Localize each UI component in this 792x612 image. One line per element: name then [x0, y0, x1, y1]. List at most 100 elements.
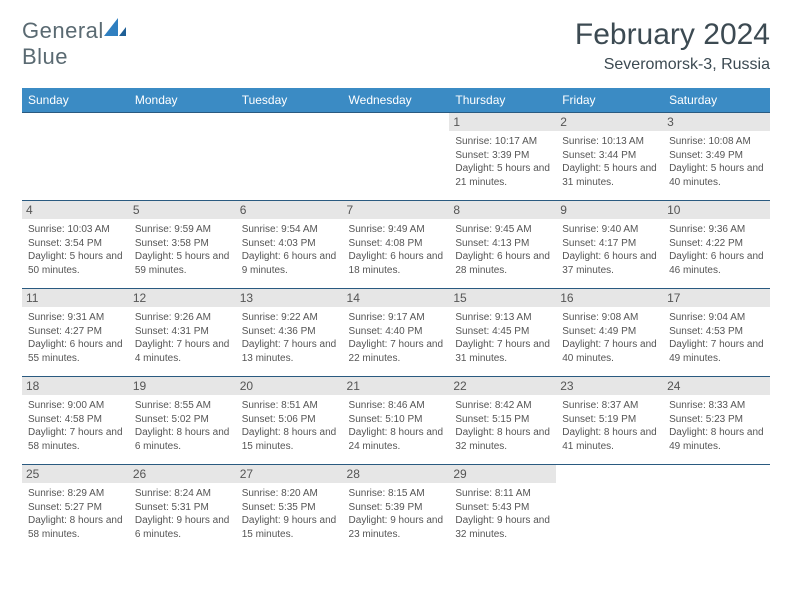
- day-details: Sunrise: 9:00 AMSunset: 4:58 PMDaylight:…: [28, 399, 123, 453]
- day-number: 23: [556, 377, 663, 395]
- calendar-cell: 20 Sunrise: 8:51 AMSunset: 5:06 PMDayligh…: [236, 377, 343, 465]
- logo-text: GeneralBlue: [22, 18, 126, 70]
- day-number: 17: [663, 289, 770, 307]
- calendar-weekday-header: SundayMondayTuesdayWednesdayThursdayFrid…: [22, 88, 770, 113]
- day-details: Sunrise: 8:55 AMSunset: 5:02 PMDaylight:…: [135, 399, 230, 453]
- weekday-header: Thursday: [449, 88, 556, 113]
- day-number: 20: [236, 377, 343, 395]
- day-details: Sunrise: 9:49 AMSunset: 4:08 PMDaylight:…: [349, 223, 444, 277]
- day-details: Sunrise: 9:22 AMSunset: 4:36 PMDaylight:…: [242, 311, 337, 365]
- page-header: GeneralBlue February 2024 Severomorsk-3,…: [22, 18, 770, 74]
- day-details: Sunrise: 8:29 AMSunset: 5:27 PMDaylight:…: [28, 487, 123, 541]
- day-number: 24: [663, 377, 770, 395]
- weekday-header: Monday: [129, 88, 236, 113]
- day-details: Sunrise: 10:08 AMSunset: 3:49 PMDaylight…: [669, 135, 764, 189]
- calendar-cell: 23 Sunrise: 8:37 AMSunset: 5:19 PMDayligh…: [556, 377, 663, 465]
- calendar-cell: 10Sunrise: 9:36 AMSunset: 4:22 PMDayligh…: [663, 201, 770, 289]
- day-details: Sunrise: 8:11 AMSunset: 5:43 PMDaylight:…: [455, 487, 550, 541]
- day-details: Sunrise: 8:15 AMSunset: 5:39 PMDaylight:…: [349, 487, 444, 541]
- calendar-cell: 26Sunrise: 8:24 AMSunset: 5:31 PMDayligh…: [129, 465, 236, 553]
- calendar-cell: 8 Sunrise: 9:45 AMSunset: 4:13 PMDaylight…: [449, 201, 556, 289]
- calendar-page: GeneralBlue February 2024 Severomorsk-3,…: [0, 0, 792, 571]
- title-block: February 2024 Severomorsk-3, Russia: [575, 18, 770, 74]
- day-details: Sunrise: 8:42 AMSunset: 5:15 PMDaylight:…: [455, 399, 550, 453]
- day-number: 18: [22, 377, 129, 395]
- day-details: Sunrise: 9:08 AMSunset: 4:49 PMDaylight:…: [562, 311, 657, 365]
- day-number: 5: [129, 201, 236, 219]
- calendar-cell: [343, 113, 450, 201]
- day-number: 2: [556, 113, 663, 131]
- logo-word2: Blue: [22, 44, 68, 69]
- calendar-cell: 24 Sunrise: 8:33 AMSunset: 5:23 PMDayligh…: [663, 377, 770, 465]
- day-details: Sunrise: 9:26 AMSunset: 4:31 PMDaylight:…: [135, 311, 230, 365]
- calendar-cell: 13 Sunrise: 9:22 AMSunset: 4:36 PMDayligh…: [236, 289, 343, 377]
- day-number: 19: [129, 377, 236, 395]
- calendar-cell: 29Sunrise: 8:11 AMSunset: 5:43 PMDayligh…: [449, 465, 556, 553]
- calendar-cell: 14 Sunrise: 9:17 AMSunset: 4:40 PMDayligh…: [343, 289, 450, 377]
- calendar-cell: 27 Sunrise: 8:20 AMSunset: 5:35 PMDayligh…: [236, 465, 343, 553]
- calendar-cell: 28 Sunrise: 8:15 AMSunset: 5:39 PMDayligh…: [343, 465, 450, 553]
- day-number: 4: [22, 201, 129, 219]
- month-title: February 2024: [575, 18, 770, 52]
- day-details: Sunrise: 8:46 AMSunset: 5:10 PMDaylight:…: [349, 399, 444, 453]
- day-details: Sunrise: 8:51 AMSunset: 5:06 PMDaylight:…: [242, 399, 337, 453]
- weekday-header: Sunday: [22, 88, 129, 113]
- weekday-header: Wednesday: [343, 88, 450, 113]
- calendar-cell: 9 Sunrise: 9:40 AMSunset: 4:17 PMDaylight…: [556, 201, 663, 289]
- day-details: Sunrise: 9:45 AMSunset: 4:13 PMDaylight:…: [455, 223, 550, 277]
- day-details: Sunrise: 8:33 AMSunset: 5:23 PMDaylight:…: [669, 399, 764, 453]
- day-number: 26: [129, 465, 236, 483]
- day-number: 22: [449, 377, 556, 395]
- weekday-header: Tuesday: [236, 88, 343, 113]
- calendar-cell: 7Sunrise: 9:49 AMSunset: 4:08 PMDaylight…: [343, 201, 450, 289]
- calendar-cell: 16 Sunrise: 9:08 AMSunset: 4:49 PMDayligh…: [556, 289, 663, 377]
- weekday-header: Friday: [556, 88, 663, 113]
- day-details: Sunrise: 9:17 AMSunset: 4:40 PMDaylight:…: [349, 311, 444, 365]
- calendar-table: SundayMondayTuesdayWednesdayThursdayFrid…: [22, 88, 770, 553]
- day-number: 3: [663, 113, 770, 131]
- day-number: 25: [22, 465, 129, 483]
- day-number: 12: [129, 289, 236, 307]
- calendar-cell: 3 Sunrise: 10:08 AMSunset: 3:49 PMDayligh…: [663, 113, 770, 201]
- day-number: 13: [236, 289, 343, 307]
- location: Severomorsk-3, Russia: [575, 56, 770, 74]
- calendar-cell: 17 Sunrise: 9:04 AMSunset: 4:53 PMDayligh…: [663, 289, 770, 377]
- day-details: Sunrise: 9:54 AMSunset: 4:03 PMDaylight:…: [242, 223, 337, 277]
- calendar-cell: 25 Sunrise: 8:29 AMSunset: 5:27 PMDayligh…: [22, 465, 129, 553]
- day-number: 16: [556, 289, 663, 307]
- calendar-cell: [129, 113, 236, 201]
- calendar-cell: 4Sunrise: 10:03 AMSunset: 3:54 PMDayligh…: [22, 201, 129, 289]
- day-details: Sunrise: 9:04 AMSunset: 4:53 PMDaylight:…: [669, 311, 764, 365]
- day-number: 15: [449, 289, 556, 307]
- day-number: 28: [343, 465, 450, 483]
- day-details: Sunrise: 9:31 AMSunset: 4:27 PMDaylight:…: [28, 311, 123, 365]
- day-details: Sunrise: 9:13 AMSunset: 4:45 PMDaylight:…: [455, 311, 550, 365]
- day-number: 8: [449, 201, 556, 219]
- day-number: 27: [236, 465, 343, 483]
- day-number: 14: [343, 289, 450, 307]
- calendar-cell: 11 Sunrise: 9:31 AMSunset: 4:27 PMDayligh…: [22, 289, 129, 377]
- calendar-cell: 1Sunrise: 10:17 AMSunset: 3:39 PMDayligh…: [449, 113, 556, 201]
- day-details: Sunrise: 9:40 AMSunset: 4:17 PMDaylight:…: [562, 223, 657, 277]
- day-details: Sunrise: 9:59 AMSunset: 3:58 PMDaylight:…: [135, 223, 230, 277]
- logo-word1: General: [22, 18, 104, 43]
- calendar-cell: 21Sunrise: 8:46 AMSunset: 5:10 PMDayligh…: [343, 377, 450, 465]
- weekday-header: Saturday: [663, 88, 770, 113]
- day-number: 6: [236, 201, 343, 219]
- calendar-cell: 22 Sunrise: 8:42 AMSunset: 5:15 PMDayligh…: [449, 377, 556, 465]
- day-number: 11: [22, 289, 129, 307]
- logo-sail-icon: [104, 18, 126, 44]
- calendar-cell: [236, 113, 343, 201]
- calendar-cell: 12 Sunrise: 9:26 AMSunset: 4:31 PMDayligh…: [129, 289, 236, 377]
- calendar-cell: 19 Sunrise: 8:55 AMSunset: 5:02 PMDayligh…: [129, 377, 236, 465]
- calendar-cell: 15 Sunrise: 9:13 AMSunset: 4:45 PMDayligh…: [449, 289, 556, 377]
- calendar-cell: 2Sunrise: 10:13 AMSunset: 3:44 PMDayligh…: [556, 113, 663, 201]
- calendar-cell: 6 Sunrise: 9:54 AMSunset: 4:03 PMDaylight…: [236, 201, 343, 289]
- calendar-cell: [556, 465, 663, 553]
- day-details: Sunrise: 8:20 AMSunset: 5:35 PMDaylight:…: [242, 487, 337, 541]
- calendar-body: 1Sunrise: 10:17 AMSunset: 3:39 PMDayligh…: [22, 113, 770, 553]
- day-details: Sunrise: 8:37 AMSunset: 5:19 PMDaylight:…: [562, 399, 657, 453]
- day-details: Sunrise: 9:36 AMSunset: 4:22 PMDaylight:…: [669, 223, 764, 277]
- day-number: 9: [556, 201, 663, 219]
- logo: GeneralBlue: [22, 18, 126, 70]
